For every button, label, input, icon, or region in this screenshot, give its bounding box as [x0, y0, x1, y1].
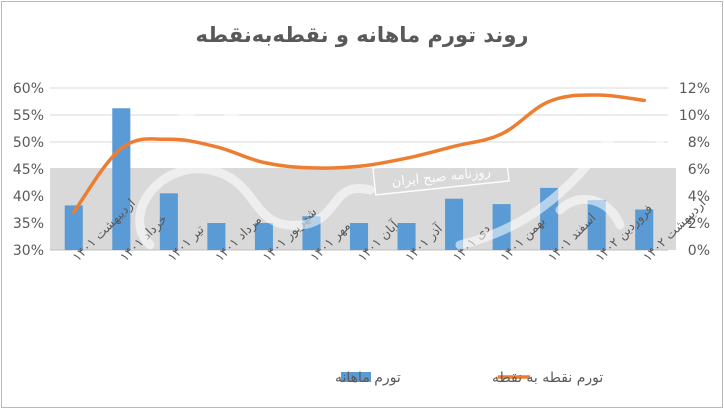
bar	[64, 205, 83, 250]
bar	[254, 223, 273, 250]
bar	[397, 223, 416, 250]
bar-series	[64, 108, 654, 250]
y-left-tick-label: 45%	[13, 162, 44, 178]
y-right-tick-label: 6%	[688, 162, 710, 178]
bar	[159, 193, 178, 250]
line-series	[72, 93, 646, 214]
stamp-box	[372, 153, 510, 196]
y-left-tick-label: 60%	[13, 81, 44, 97]
y-left-ticks: 30% 35% 40% 45% 50% 55% 60%	[13, 81, 44, 259]
y-left-tick-label: 50%	[13, 135, 44, 151]
legend: تورم نقطه به نقطه تورم ماهانه	[335, 370, 603, 386]
legend-label-line: تورم نقطه به نقطه	[492, 370, 603, 386]
line-series-path	[72, 93, 646, 214]
bar	[349, 223, 369, 250]
y-left-tick-label: 30%	[13, 243, 44, 259]
y-right-ticks: 0% 2% 4% 6% 8% 10% 12%	[679, 81, 710, 259]
legend-label-bar: تورم ماهانه	[335, 370, 401, 386]
y-left-tick-label: 35%	[13, 216, 44, 232]
y-right-tick-label: 12%	[679, 81, 710, 97]
y-left-tick-label: 55%	[13, 108, 44, 124]
y-left-tick-label: 40%	[13, 189, 44, 205]
y-right-tick-label: 4%	[688, 189, 710, 205]
chart-title: روند تورم ماهانه و نقطه‌به‌نقطه	[196, 23, 529, 47]
bar	[635, 209, 654, 250]
y-right-tick-label: 10%	[679, 108, 710, 124]
bar	[445, 198, 464, 250]
bar	[207, 223, 226, 250]
y-right-tick-label: 0%	[688, 243, 710, 259]
logo-strokes	[135, 102, 665, 250]
legend-bar-swatch	[341, 372, 371, 382]
bar	[587, 200, 606, 250]
y-right-tick-label: 8%	[688, 135, 710, 151]
y-right-tick-label: 2%	[688, 216, 710, 232]
